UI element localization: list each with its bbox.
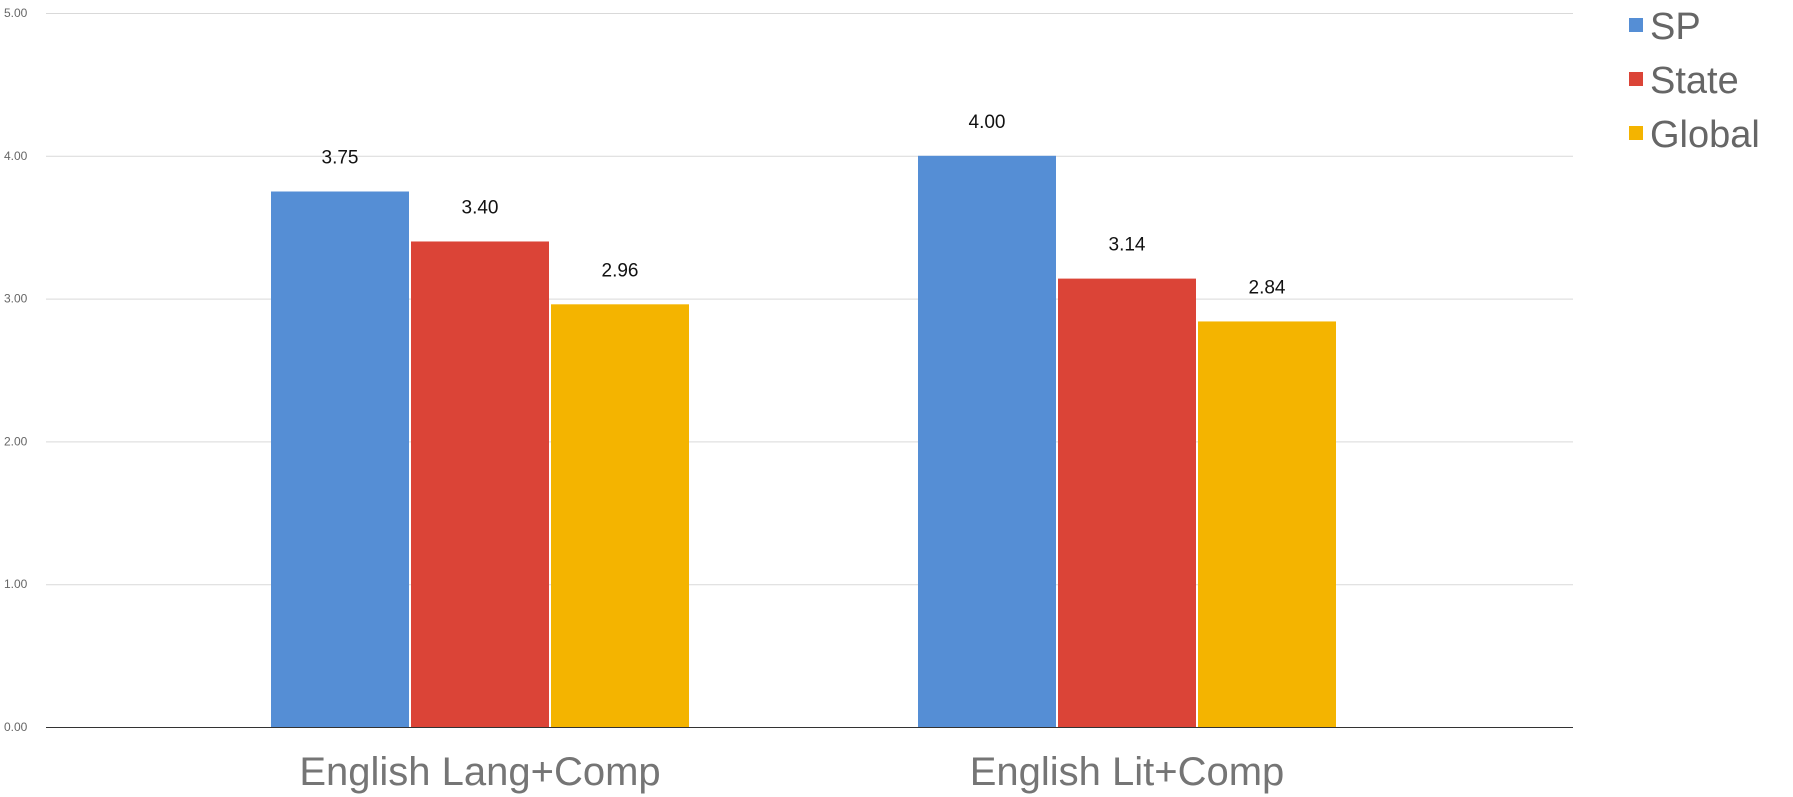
legend-swatch-state <box>1629 72 1643 86</box>
legend: SP State Global <box>1629 6 1760 156</box>
data-label-global-1: 2.96 <box>602 260 639 281</box>
data-label-sp-1: 3.75 <box>322 148 359 169</box>
data-label-state-1: 3.40 <box>462 197 499 218</box>
y-tick-label: 4.00 <box>4 149 28 163</box>
y-tick-label: 5.00 <box>4 6 28 20</box>
legend-swatch-global <box>1629 126 1643 140</box>
y-tick-label: 1.00 <box>4 577 28 591</box>
y-tick-label: 0.00 <box>4 720 28 734</box>
category-label: English Lang+Comp <box>299 750 660 794</box>
data-label-sp-2: 4.00 <box>969 112 1006 133</box>
legend-label-global: Global <box>1650 114 1760 156</box>
bar-sp-1 <box>271 191 409 727</box>
y-tick-label: 3.00 <box>4 292 28 306</box>
bar-global-2 <box>1198 321 1336 727</box>
data-label-global-2: 2.84 <box>1249 277 1286 298</box>
bar-sp-2 <box>918 155 1056 728</box>
data-labels: 3.75 3.40 2.96 4.00 3.14 2.84 <box>322 112 1286 299</box>
category-label: English Lit+Comp <box>970 750 1285 794</box>
data-label-state-2: 3.14 <box>1109 235 1146 256</box>
bar-state-1 <box>411 241 549 728</box>
legend-label-sp: SP <box>1650 6 1701 48</box>
bar-global-1 <box>551 304 689 727</box>
legend-swatch-sp <box>1629 18 1643 32</box>
y-tick-label: 2.00 <box>4 434 28 448</box>
bars <box>271 155 1336 728</box>
x-axis-categories: English Lang+Comp English Lit+Comp <box>299 750 1284 794</box>
bar-state-2 <box>1058 278 1196 727</box>
y-axis-ticks: 0.00 1.00 2.00 3.00 4.00 5.00 <box>4 6 28 734</box>
legend-label-state: State <box>1650 60 1739 102</box>
